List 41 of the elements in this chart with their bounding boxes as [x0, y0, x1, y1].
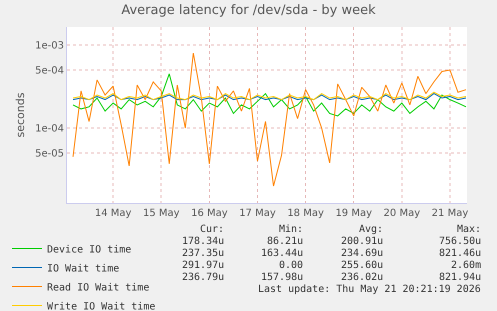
y-tick-label: 1e-04	[35, 124, 64, 135]
text: Max:	[457, 224, 482, 235]
y-tick-label: 1e-03	[35, 40, 64, 52]
legend-label: Device IO time	[47, 244, 132, 256]
legend-label: Read IO Wait time	[47, 282, 150, 294]
y-tick-label: 5e-04	[35, 66, 64, 77]
text: 200.91u	[341, 236, 384, 247]
legend-label: Write IO Wait time	[47, 301, 156, 311]
text: Last update: Thu May 21 20:21:19 2026	[258, 284, 481, 295]
x-tick-label: 19 May	[335, 208, 372, 219]
text: 178.34u	[182, 236, 224, 247]
line-series	[72, 52, 466, 187]
text: 157.98u	[261, 272, 304, 283]
x-tick-label: 20 May	[384, 208, 420, 219]
x-tick-label: 18 May	[287, 208, 324, 219]
text: 291.97u	[182, 260, 224, 271]
text: 163.44u	[261, 248, 304, 259]
y-axis-title: seconds	[14, 92, 27, 138]
text: 2.60m	[451, 260, 482, 271]
x-tick-label: 17 May	[239, 208, 276, 219]
text: 255.60u	[341, 260, 384, 271]
chart-title: Average latency for /dev/sda - by week	[121, 3, 376, 18]
text: 236.02u	[341, 272, 384, 283]
x-tick-label: 15 May	[142, 208, 180, 219]
text: Cur:	[200, 224, 224, 235]
legend-label: IO Wait time	[47, 263, 120, 274]
text: 234.69u	[341, 248, 384, 259]
text: 86.21u	[267, 236, 304, 247]
text: 756.50u	[439, 236, 482, 247]
x-tick-label: 14 May	[94, 208, 132, 219]
y-tick-label: 5e-05	[35, 148, 64, 160]
text: 821.94u	[439, 272, 482, 283]
text: 0.00	[279, 260, 304, 271]
x-tick-label: 21 May	[432, 208, 468, 219]
text: 237.35u	[182, 248, 224, 259]
text: 236.79u	[182, 272, 224, 283]
text: Min:	[279, 224, 304, 235]
x-tick-label: 16 May	[191, 208, 228, 219]
line-series	[72, 73, 466, 116]
text: 821.46u	[439, 248, 482, 259]
text: Avg:	[359, 224, 384, 235]
